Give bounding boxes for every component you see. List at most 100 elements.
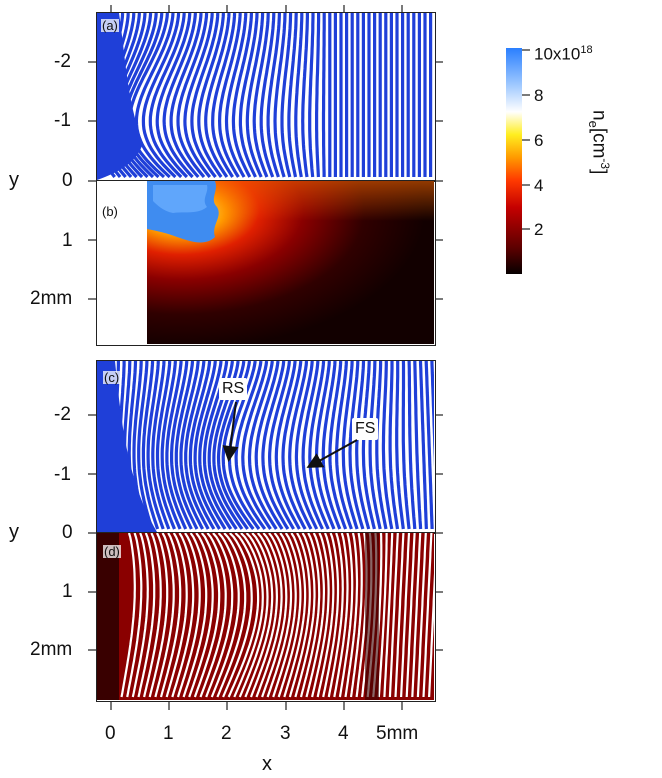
- colorbar-tick-4: 4: [534, 176, 544, 195]
- y-axis-title-bottom: y: [9, 521, 19, 543]
- fringe-line: [388, 361, 400, 530]
- panel-b-label: (b): [101, 204, 119, 219]
- panel-c-label: (c): [103, 370, 121, 385]
- x-tick-1: 1: [163, 723, 174, 744]
- colorbar-tick-2: 2: [534, 220, 544, 239]
- x-tick-5mm: 5mm: [376, 723, 419, 744]
- fringe-line: [411, 533, 422, 698]
- bottom-y-tickmarks: [88, 414, 96, 651]
- fringe-line: [217, 13, 242, 178]
- y-tick-top-2mm: 2mm: [30, 288, 73, 309]
- fringe-line: [333, 533, 349, 698]
- fringe-line: [316, 533, 335, 698]
- fringe-line: [162, 13, 197, 179]
- dense-region: [97, 361, 157, 532]
- y-tick-bottom-2mm: 2mm: [30, 639, 73, 660]
- fringe-line: [143, 533, 162, 698]
- fringe-line: [131, 533, 149, 698]
- fringe-line: [267, 361, 295, 530]
- fringe-line: [141, 361, 160, 530]
- x-tick-2: 2: [221, 723, 232, 744]
- fringe-line: [368, 361, 382, 530]
- fringe-line: [266, 533, 293, 698]
- fringe-line: [146, 361, 165, 530]
- fringe-line: [176, 533, 201, 698]
- fringe-line: [266, 13, 281, 178]
- fringe-line: [301, 13, 309, 178]
- fringe-line: [245, 13, 265, 178]
- fringe-line: [182, 533, 208, 698]
- fringe-line: [327, 533, 344, 698]
- panel-a-label: (a): [101, 18, 119, 33]
- fringe-line: [184, 361, 210, 530]
- fringe-line: [281, 361, 307, 530]
- annotation-rs: RS: [219, 378, 248, 400]
- y-tick-top-1: 1: [62, 230, 73, 251]
- fringe-line: [259, 13, 276, 178]
- fringe-line: [349, 533, 363, 698]
- fringe-line: [283, 533, 307, 698]
- fringe-line: [249, 533, 279, 698]
- fringe-line: [126, 533, 143, 698]
- fringe-line: [428, 572, 434, 698]
- fringe-line: [137, 361, 154, 530]
- panel-c-interferogram: [97, 361, 434, 532]
- panel-d-interferogram: [97, 533, 434, 700]
- dense-region: [97, 13, 143, 180]
- fringe-line: [204, 13, 231, 178]
- panel-d: (d): [96, 532, 436, 702]
- fringe-line: [381, 361, 394, 530]
- panel-a: (a): [96, 12, 436, 182]
- fringe-line: [238, 533, 269, 698]
- fringe-line: [155, 361, 176, 530]
- fringe-line: [294, 13, 304, 178]
- fringe-line: [165, 533, 188, 698]
- top-y-tickmarks: [88, 61, 96, 300]
- y-tick-top-0: 0: [62, 170, 73, 191]
- fringe-line: [190, 13, 220, 178]
- fringe-line: [169, 13, 203, 179]
- panel-b-density-map: [97, 181, 434, 344]
- fringe-line: [277, 533, 302, 698]
- fringe-line: [280, 13, 293, 178]
- fringe-line: [299, 533, 321, 698]
- fringe-line: [424, 361, 434, 530]
- fringe-line: [413, 361, 423, 530]
- fringe-line: [134, 13, 175, 179]
- fringe-line: [227, 533, 260, 698]
- fringe-line: [247, 361, 278, 530]
- fringe-line: [160, 361, 182, 530]
- fringe-line: [401, 361, 411, 530]
- fringe-line: [216, 533, 247, 698]
- fringe-line: [405, 533, 416, 698]
- panel-c: (c): [96, 360, 436, 534]
- fringe-line: [199, 533, 227, 698]
- y-axis-title-top: y: [9, 169, 19, 191]
- colorbar-tick-8: 8: [534, 86, 544, 105]
- fringe-line: [400, 533, 411, 698]
- fringe-line: [244, 533, 274, 698]
- colorbar-gradient: [506, 48, 530, 274]
- fringe-line: [261, 533, 288, 698]
- fringe-line: [148, 13, 186, 179]
- fringe-line: [305, 533, 325, 698]
- fringe-line: [321, 13, 326, 177]
- x-tick-4: 4: [338, 723, 349, 744]
- fringe-line: [198, 361, 227, 530]
- y-tick-top-neg1: -1: [54, 110, 71, 131]
- colorbar-label: ne[cm-3]: [585, 110, 612, 175]
- fringe-line: [176, 13, 209, 179]
- fringe-line: [224, 13, 248, 178]
- fringe-line: [205, 533, 234, 698]
- fringe-line: [344, 533, 359, 698]
- fringe-line: [274, 361, 301, 530]
- x-axis-title: x: [262, 753, 272, 775]
- fringe-line: [377, 533, 388, 698]
- fringe-line: [137, 533, 156, 698]
- fringe-line: [171, 533, 195, 698]
- fringe-line: [288, 361, 313, 530]
- fringe-line: [361, 361, 376, 530]
- fringe-line: [322, 533, 340, 698]
- fringe-line: [375, 361, 388, 530]
- fringe-line: [301, 361, 324, 530]
